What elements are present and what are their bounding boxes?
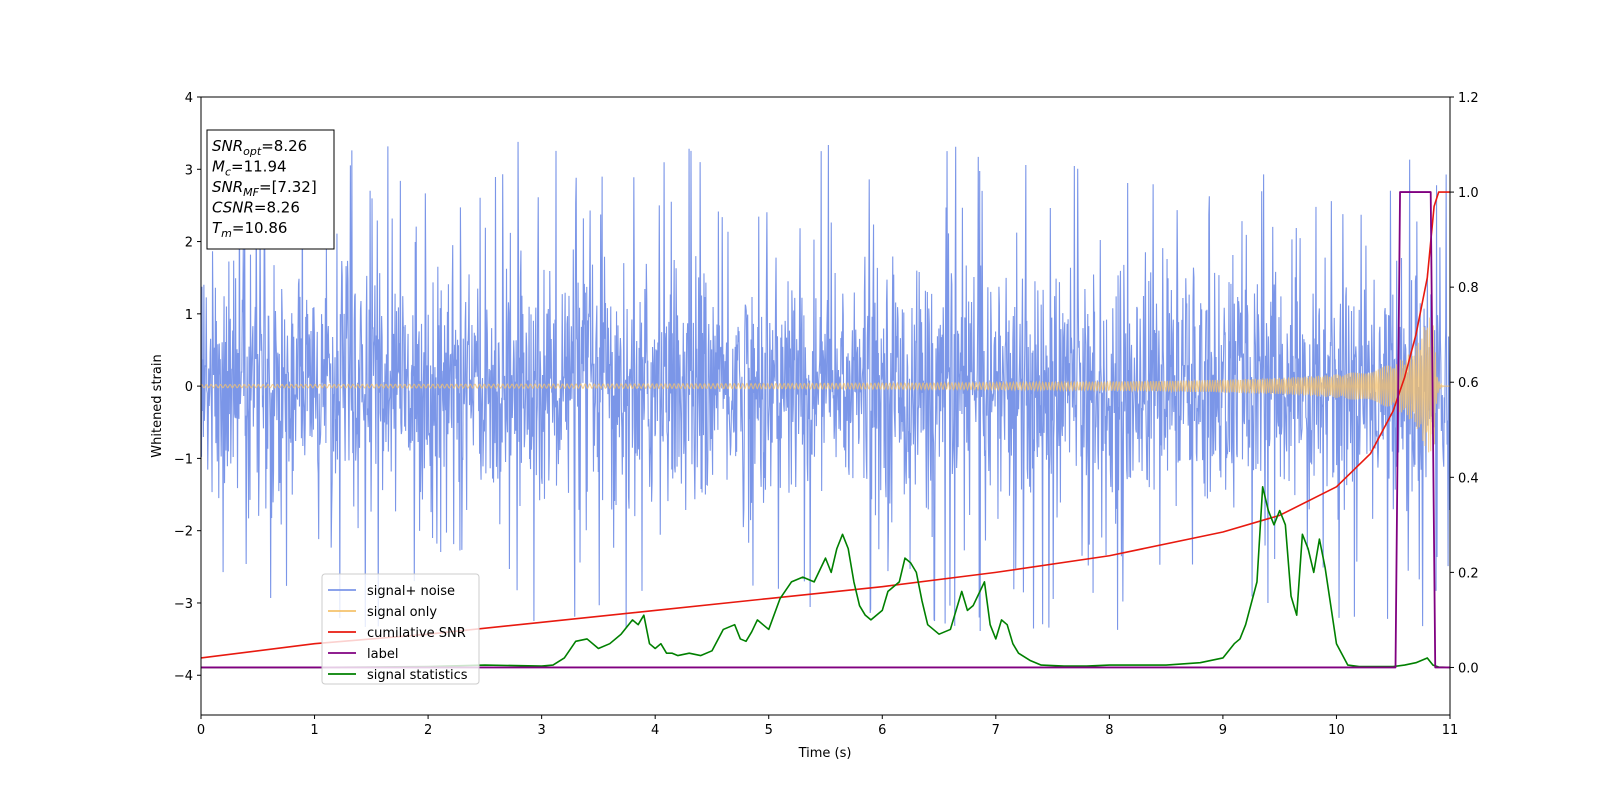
series-layer bbox=[201, 141, 1450, 669]
x-tick-label: 11 bbox=[1442, 723, 1459, 738]
y-left-tick-label: 4 bbox=[185, 91, 193, 106]
legend-entry: signal+ noise bbox=[367, 584, 455, 599]
y-axis-left-ticks: 4 3 2 1 0 −1 −2 −3 −4 bbox=[174, 91, 201, 684]
series-label bbox=[201, 191, 1450, 669]
x-axis-label: Time (s) bbox=[798, 746, 852, 761]
y-left-tick-label: −2 bbox=[174, 525, 193, 540]
info-box-line: Mc=11.94 bbox=[212, 158, 287, 179]
axes-frame bbox=[200, 96, 1451, 716]
x-axis-ticks: 0 1 2 3 4 5 6 7 8 9 10 11 bbox=[197, 715, 1458, 738]
x-tick-label: 10 bbox=[1328, 723, 1345, 738]
info-box-line: Tm=10.86 bbox=[212, 219, 287, 240]
info-box: SNRopt=8.26Mc=11.94SNRMF=[7.32]CSNR=8.26… bbox=[206, 129, 335, 250]
x-tick-label: 4 bbox=[651, 723, 659, 738]
y-right-tick-label: 0.2 bbox=[1458, 566, 1479, 581]
y-left-tick-label: 2 bbox=[185, 236, 193, 251]
x-tick-label: 2 bbox=[424, 723, 432, 738]
series-cumulative-snr bbox=[201, 191, 1450, 659]
x-tick-label: 7 bbox=[992, 723, 1000, 738]
legend-entry: signal only bbox=[367, 605, 437, 620]
legend-entry: label bbox=[367, 647, 398, 662]
y-right-tick-label: 1.2 bbox=[1458, 91, 1479, 106]
info-box-frame bbox=[206, 129, 335, 250]
x-tick-label: 9 bbox=[1219, 723, 1227, 738]
legend-entry: signal statistics bbox=[367, 668, 468, 683]
y-right-tick-label: 0.0 bbox=[1458, 661, 1479, 676]
y-left-tick-label: 1 bbox=[185, 308, 193, 323]
y-right-tick-label: 1.0 bbox=[1458, 186, 1479, 201]
info-box-line: CSNR=8.26 bbox=[212, 199, 300, 217]
y-axis-right-ticks: 1.2 1.0 0.8 0.6 0.4 0.2 0.0 bbox=[1450, 91, 1479, 676]
y-left-tick-label: 3 bbox=[185, 163, 193, 178]
y-right-tick-label: 0.8 bbox=[1458, 281, 1479, 296]
legend-frame bbox=[321, 573, 480, 685]
x-tick-label: 1 bbox=[310, 723, 318, 738]
series-signal-statistics bbox=[201, 486, 1450, 669]
legend: signal+ noise signal only cumilative SNR la… bbox=[321, 573, 480, 685]
y-axis-label: Whitened strain bbox=[150, 354, 165, 457]
info-box-line: SNRopt=8.26 bbox=[212, 137, 307, 158]
series-signal-noise bbox=[201, 141, 1450, 631]
x-tick-label: 3 bbox=[537, 723, 545, 738]
x-tick-label: 8 bbox=[1105, 723, 1113, 738]
y-left-tick-label: −3 bbox=[174, 597, 193, 612]
y-right-tick-label: 0.6 bbox=[1458, 376, 1479, 391]
x-tick-label: 5 bbox=[765, 723, 773, 738]
y-left-tick-label: −1 bbox=[174, 452, 193, 467]
y-left-tick-label: −4 bbox=[174, 669, 193, 684]
y-right-tick-label: 0.4 bbox=[1458, 471, 1479, 486]
legend-entry: cumilative SNR bbox=[367, 626, 466, 641]
info-box-line: SNRMF=[7.32] bbox=[212, 178, 317, 199]
y-left-tick-label: 0 bbox=[185, 380, 193, 395]
series-signal-only bbox=[201, 317, 1450, 453]
x-tick-label: 6 bbox=[878, 723, 886, 738]
x-tick-label: 0 bbox=[197, 723, 205, 738]
